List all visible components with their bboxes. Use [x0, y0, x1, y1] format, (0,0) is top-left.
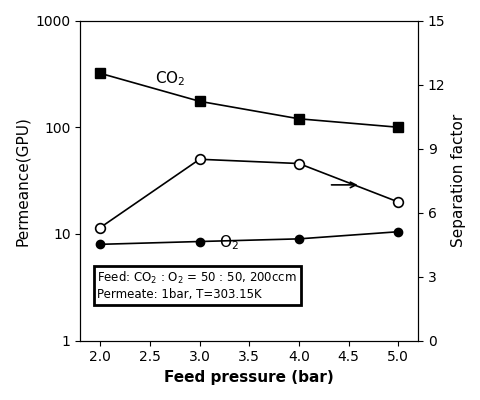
Text: CO$_2$: CO$_2$	[155, 69, 185, 88]
Text: Feed: CO$_2$ : O$_2$ = 50 : 50, 200ccm
Permeate: 1bar, T=303.15K: Feed: CO$_2$ : O$_2$ = 50 : 50, 200ccm P…	[97, 270, 297, 301]
Y-axis label: Separation factor: Separation factor	[450, 114, 465, 247]
Text: O$_2$: O$_2$	[219, 233, 239, 252]
Y-axis label: Permeance(GPU): Permeance(GPU)	[15, 116, 30, 246]
X-axis label: Feed pressure (bar): Feed pressure (bar)	[164, 370, 334, 385]
